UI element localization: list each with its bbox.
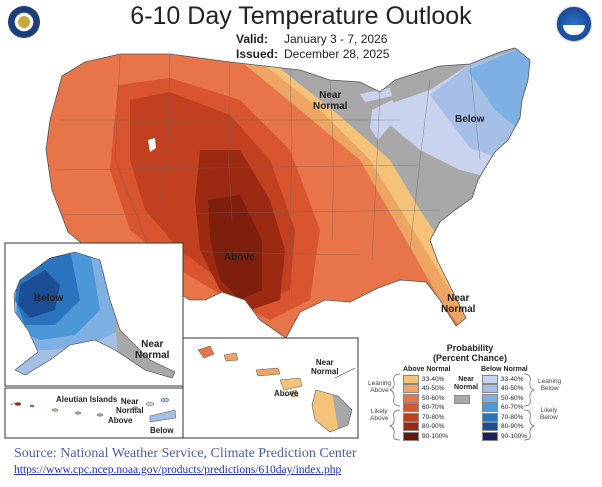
legend-above-swatch — [403, 412, 419, 422]
legend-below-label: 80-90% — [501, 423, 524, 430]
issued-value: December 28, 2025 — [284, 47, 390, 61]
valid-label: Valid: — [236, 32, 269, 46]
legend-below-row: 40-50% — [482, 384, 524, 393]
issued-label: Issued: — [236, 47, 279, 61]
legend-above-label: 60-70% — [422, 404, 445, 411]
page-title: 6-10 Day Temperature Outlook — [130, 2, 472, 30]
legend-above-swatch — [403, 403, 419, 412]
legend-below-swatch — [482, 374, 498, 384]
legend-above-head: Above Normal — [403, 366, 451, 373]
legend-above-label: 90-100% — [422, 432, 449, 440]
legend-above-swatch — [403, 384, 419, 393]
legend-above-row: 40-50% — [403, 384, 445, 393]
legend-above-swatch — [403, 422, 419, 431]
legend-below-swatch — [482, 431, 498, 441]
valid-line: Valid: January 3 - 7, 2026 — [236, 32, 387, 46]
legend-below-label: 70-80% — [501, 413, 524, 421]
legend-below-row: 50-60% — [482, 393, 524, 403]
legend-near-head: Near Normal — [454, 376, 479, 391]
label-near-normal-florida: Near Normal — [441, 293, 476, 315]
noaa-logo — [556, 6, 592, 42]
source-credit: Source: National Weather Service, Climat… — [14, 446, 357, 461]
legend-above-row: 70-80% — [403, 412, 445, 422]
legend-below-row: 33-40% — [482, 374, 524, 384]
legend-above-row: 90-100% — [403, 431, 449, 441]
legend-brackets-above — [389, 373, 401, 441]
legend-above-row: 50-60% — [403, 393, 445, 403]
legend-below-label: 50-60% — [501, 394, 524, 402]
legend-above-label: 33-40% — [422, 375, 445, 383]
label-near-normal-northeast: Near Normal — [313, 90, 348, 112]
aleutian-inset — [4, 387, 184, 439]
legend-near-swatch — [454, 395, 470, 404]
doc-seal-logo — [8, 6, 40, 38]
label-alaska-near-normal: Near Normal — [135, 339, 170, 361]
legend-brackets-below — [523, 373, 535, 441]
legend-above-label: 80-90% — [422, 423, 445, 430]
legend-below-label: 40-50% — [501, 385, 524, 392]
label-aleutian-below: Below — [150, 426, 174, 435]
legend-below-swatch — [482, 412, 498, 422]
legend-likely-above: Likely Above — [370, 408, 389, 422]
label-below-northeast: Below — [455, 114, 485, 125]
legend-below-row: 70-80% — [482, 412, 524, 422]
legend-above-row: 33-40% — [403, 374, 445, 384]
legend-title: Probability (Percent Chance) — [432, 343, 508, 363]
legend-below-row: 80-90% — [482, 422, 524, 431]
legend-below-swatch — [482, 393, 498, 403]
label-above-southwest: Above — [224, 252, 255, 263]
label-alaska-below: Below — [34, 293, 64, 304]
label-hawaii-near-normal: Near Normal — [311, 358, 339, 376]
label-aleutian-near-normal: Near Normal — [116, 397, 144, 415]
legend-below-label: 90-100% — [501, 432, 528, 440]
legend-below-swatch — [482, 422, 498, 431]
legend-above-swatch — [403, 431, 419, 441]
label-aleutian-above: Above — [108, 416, 133, 425]
legend-above-swatch — [403, 393, 419, 403]
legend-below-row: 90-100% — [482, 431, 528, 441]
legend-leaning-above: Leaning Above — [368, 380, 392, 394]
legend-likely-below: Likely Below — [540, 407, 558, 421]
legend-leaning-below: Leaning Below — [538, 378, 562, 392]
issued-line: Issued: December 28, 2025 — [236, 47, 389, 61]
legend-below-label: 33-40% — [501, 375, 524, 383]
legend-above-label: 50-60% — [422, 394, 445, 402]
legend-below-label: 60-70% — [501, 404, 524, 411]
legend-above-row: 80-90% — [403, 422, 445, 431]
legend-below-swatch — [482, 384, 498, 393]
source-link[interactable]: https://www.cpc.ncep.noaa.gov/products/p… — [14, 464, 342, 476]
label-hawaii-above: Above — [274, 389, 299, 398]
label-aleutian-islands: Aleutian Islands — [56, 395, 118, 404]
legend-below-row: 60-70% — [482, 403, 524, 412]
legend-above-label: 40-50% — [422, 385, 445, 392]
legend-above-row: 60-70% — [403, 403, 445, 412]
legend-above-swatch — [403, 374, 419, 384]
valid-value: January 3 - 7, 2026 — [284, 32, 388, 46]
legend-below-swatch — [482, 403, 498, 412]
legend-above-label: 70-80% — [422, 413, 445, 421]
legend-below-head: Below Normal — [481, 366, 528, 373]
